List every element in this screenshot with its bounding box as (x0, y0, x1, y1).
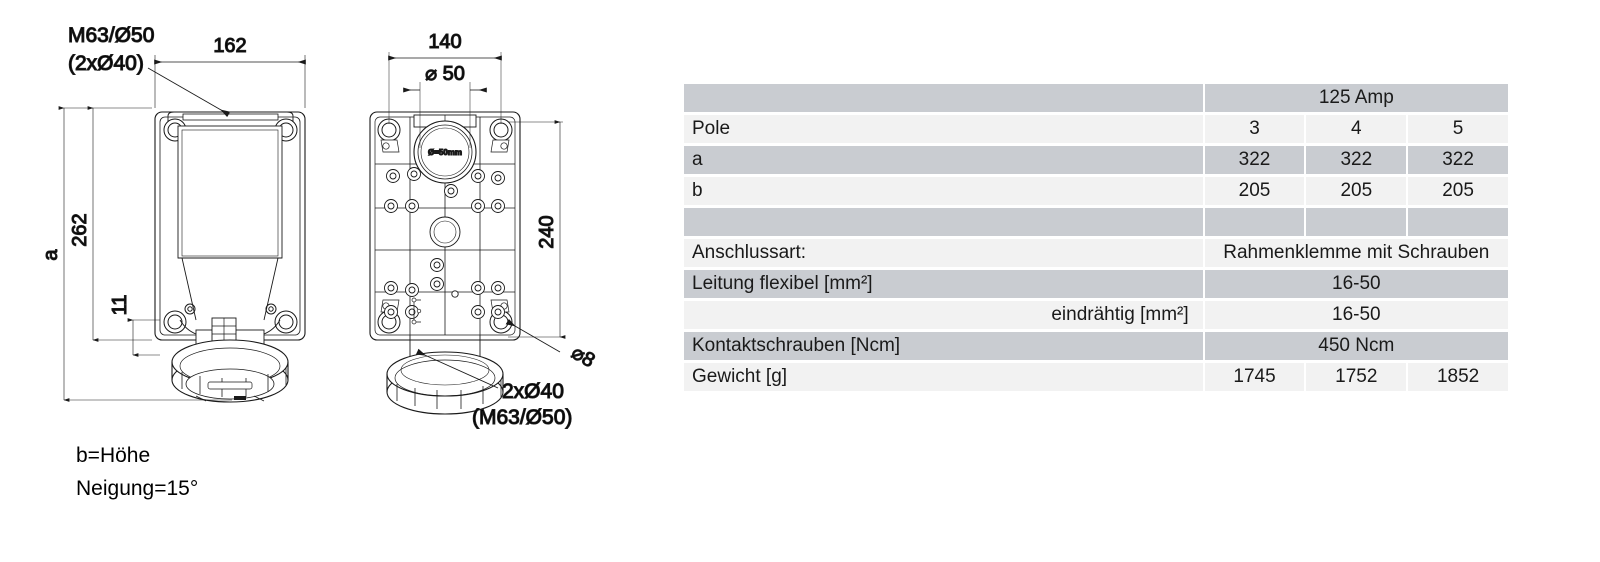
row-label-pole: Pole (684, 115, 1203, 143)
row-label-a: a (684, 146, 1203, 174)
table-row-leitung-flexibel: Leitung flexibel [mm²] 16-50 (684, 270, 1508, 298)
table-row-pole: Pole 3 4 5 (684, 115, 1508, 143)
drawing-notes: b=Höhe Neigung=15° (76, 440, 198, 505)
table-row-eindraehtig: eindrähtig [mm²] 16-50 (684, 301, 1508, 329)
row-gewicht-value-3: 1852 (1408, 363, 1508, 391)
row-label-anschlussart: Anschlussart: (684, 239, 1203, 267)
left-view-dimensions (58, 55, 306, 402)
row-leitung-flexibel-value: 16-50 (1204, 270, 1508, 298)
dim-diameter-8: ⌀8 (567, 341, 598, 372)
row-label-gewicht: Gewicht [g] (684, 363, 1203, 391)
row-label-kontaktschrauben: Kontaktschrauben [Ncm] (684, 332, 1203, 360)
dim-diameter-50: ⌀ 50 (425, 63, 465, 85)
spec-table-body: 125 Amp Pole 3 4 5 a 322 322 322 b 205 2… (684, 84, 1508, 391)
technical-drawing: 162 a 262 11 M63/Ø50 (2xØ40) (39, 23, 599, 429)
dim-162: 162 (213, 35, 246, 57)
dim-240: 240 (536, 215, 558, 248)
bore-label: Ø=50mm (428, 148, 462, 157)
header-blank-cell (684, 84, 1203, 112)
note-neigung: Neigung=15° (76, 476, 199, 500)
row-label-leitung-flexibel: Leitung flexibel [mm²] (684, 270, 1203, 298)
callout-m63-line2: (2xØ40) (68, 52, 144, 75)
header-amp-cell: 125 Amp (1204, 84, 1508, 112)
row-eindraehtig-value: 16-50 (1204, 301, 1508, 329)
row-b-value-3: 205 (1408, 177, 1508, 205)
spacer-label (684, 208, 1203, 236)
row-a-value-1: 322 (1204, 146, 1305, 174)
row-a-value-2: 322 (1306, 146, 1407, 174)
row-label-b: b (684, 177, 1203, 205)
row-b-value-1: 205 (1204, 177, 1305, 205)
specification-table: 125 Amp Pole 3 4 5 a 322 322 322 b 205 2… (682, 81, 1510, 394)
callout-m63-line1: M63/Ø50 (68, 24, 154, 47)
spacer-cell-2 (1306, 208, 1407, 236)
row-pole-value-3: 3 (1204, 115, 1305, 143)
row-b-value-2: 205 (1306, 177, 1407, 205)
note-b-hoehe: b=Höhe (76, 444, 151, 467)
callout-2x40-line2: (M63/Ø50) (472, 406, 572, 429)
row-gewicht-value-2: 1752 (1306, 363, 1407, 391)
dim-140: 140 (428, 31, 461, 53)
row-gewicht-value-1: 1745 (1204, 363, 1305, 391)
row-pole-value-5: 5 (1408, 115, 1508, 143)
middle-view-outline (369, 111, 521, 415)
table-row-a: a 322 322 322 (684, 146, 1508, 174)
table-row-spacer (684, 208, 1508, 236)
row-anschlussart-value: Rahmenklemme mit Schrauben (1204, 239, 1508, 267)
table-row-anschlussart: Anschlussart: Rahmenklemme mit Schrauben (684, 239, 1508, 267)
middle-view-dimensions (388, 52, 566, 389)
row-pole-value-4: 4 (1306, 115, 1407, 143)
dim-262: 262 (69, 213, 91, 246)
row-a-value-3: 322 (1408, 146, 1508, 174)
row-label-eindraehtig: eindrähtig [mm²] (684, 301, 1203, 329)
row-kontaktschrauben-value: 450 Ncm (1204, 332, 1508, 360)
dim-11: 11 (109, 295, 131, 316)
table-row-gewicht: Gewicht [g] 1745 1752 1852 (684, 363, 1508, 391)
table-row-kontaktschrauben: Kontaktschrauben [Ncm] 450 Ncm (684, 332, 1508, 360)
table-row-b: b 205 205 205 (684, 177, 1508, 205)
spacer-cell-1 (1204, 208, 1305, 236)
spacer-cell-3 (1408, 208, 1508, 236)
left-view-outline (154, 111, 306, 403)
table-header-row: 125 Amp (684, 84, 1508, 112)
dim-a: a (40, 249, 62, 261)
callout-2x40-line1: 2xØ40 (502, 380, 564, 403)
